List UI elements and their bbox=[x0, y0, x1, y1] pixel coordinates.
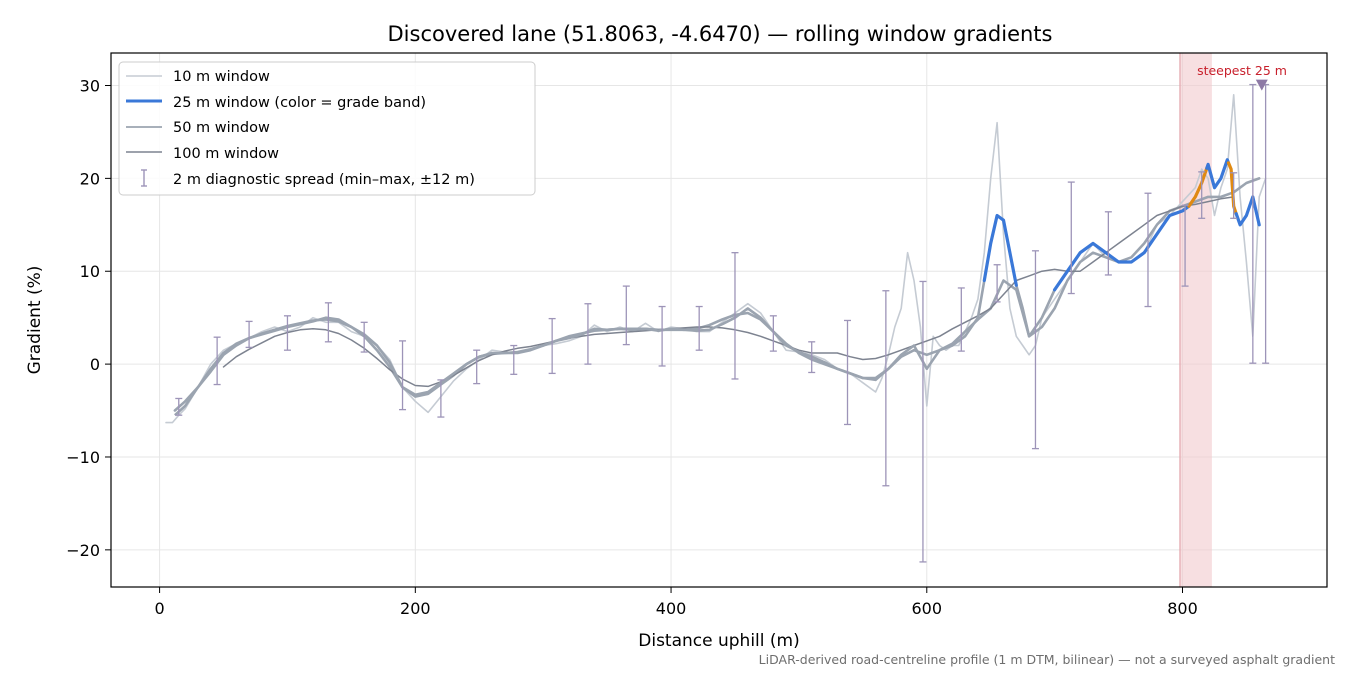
errorbar-0 bbox=[175, 397, 183, 416]
errorbar-9 bbox=[510, 344, 518, 375]
errorbar-14 bbox=[695, 305, 703, 351]
steepest-segment-highlight bbox=[1179, 53, 1212, 587]
errorbar-17 bbox=[808, 341, 816, 374]
legend-label-10m: 10 m window bbox=[173, 69, 270, 85]
errorbar-2 bbox=[245, 320, 253, 349]
chart-title: Discovered lane (51.8063, -4.6470) — rol… bbox=[388, 22, 1053, 46]
series-layer bbox=[165, 94, 1267, 424]
errorbar-25 bbox=[1104, 211, 1112, 276]
errorbar-7 bbox=[437, 379, 445, 418]
series-25m-band-0 bbox=[982, 213, 1018, 287]
series-25m-band-5 bbox=[1234, 195, 1261, 227]
series-25m-band-4 bbox=[1226, 161, 1238, 216]
steepest-marker bbox=[1255, 79, 1268, 91]
x-axis-title: Distance uphill (m) bbox=[638, 631, 799, 651]
errorbar-22 bbox=[993, 264, 1001, 303]
y-tick-label-3: 10 bbox=[80, 262, 100, 281]
legend-label-25m: 25 m window (color = grade band) bbox=[173, 95, 426, 111]
errorbar-10 bbox=[548, 317, 556, 375]
legend-label-50m: 50 m window bbox=[173, 120, 270, 136]
errorbar-24 bbox=[1067, 181, 1075, 295]
x-tick-label-1: 200 bbox=[400, 599, 431, 618]
x-axis: 0 200 400 600 800 bbox=[154, 587, 1198, 618]
legend-label-100m: 100 m window bbox=[173, 146, 279, 162]
legend-box bbox=[118, 61, 536, 196]
errorbar-8 bbox=[473, 349, 481, 385]
legend: 10 m window 25 m window (color = grade b… bbox=[118, 61, 536, 196]
errorbar-1 bbox=[213, 336, 221, 386]
errorbar-20 bbox=[919, 280, 927, 563]
errorbar-23 bbox=[1031, 250, 1039, 450]
errorbar-28 bbox=[1198, 171, 1206, 219]
errorbar-4 bbox=[324, 302, 332, 343]
errorbar-21 bbox=[957, 287, 965, 352]
errorbar-12 bbox=[622, 285, 630, 346]
y-tick-label-1: −10 bbox=[66, 448, 100, 467]
series-25m-band-1 bbox=[1053, 204, 1191, 292]
marker-layer bbox=[1255, 79, 1268, 91]
y-tick-label-0: −20 bbox=[66, 541, 100, 560]
legend-swatch-errorbar bbox=[141, 169, 147, 187]
errorbar-5 bbox=[360, 321, 368, 353]
series-25m-band-3 bbox=[1205, 158, 1231, 190]
errorbar-18 bbox=[844, 319, 852, 426]
x-tick-label-2: 400 bbox=[656, 599, 687, 618]
highlight-band bbox=[1179, 53, 1212, 587]
annotation-steepest: steepest 25 m bbox=[1197, 63, 1287, 78]
footnote: LiDAR-derived road-centreline profile (1… bbox=[759, 652, 1335, 667]
series-100m-line bbox=[222, 196, 1235, 388]
x-tick-label-3: 600 bbox=[912, 599, 943, 618]
y-axis: −20 −10 0 10 20 30 bbox=[66, 77, 111, 560]
errorbar-11 bbox=[584, 303, 592, 365]
errorbar-16 bbox=[769, 315, 777, 352]
y-axis-title: Gradient (%) bbox=[25, 266, 45, 375]
errorbar-27 bbox=[1181, 204, 1189, 287]
errorbar-3 bbox=[283, 315, 291, 351]
legend-label-errorbar: 2 m diagnostic spread (min–max, ±12 m) bbox=[173, 172, 475, 188]
errorbar-13 bbox=[658, 305, 666, 367]
errorbar-15 bbox=[731, 252, 739, 380]
x-tick-label-4: 800 bbox=[1167, 599, 1198, 618]
errorbar-30 bbox=[1249, 83, 1257, 364]
errorbar-6 bbox=[399, 340, 407, 411]
y-tick-label-4: 20 bbox=[80, 169, 100, 188]
errorbar-26 bbox=[1144, 192, 1152, 308]
x-tick-label-0: 0 bbox=[154, 599, 164, 618]
y-tick-label-2: 0 bbox=[90, 355, 100, 374]
plot-frame bbox=[110, 52, 1328, 588]
series-25m-band-2 bbox=[1187, 166, 1209, 208]
errorbar-19 bbox=[882, 290, 890, 487]
y-tick-label-5: 30 bbox=[80, 77, 100, 96]
errorbar-29 bbox=[1230, 172, 1238, 219]
